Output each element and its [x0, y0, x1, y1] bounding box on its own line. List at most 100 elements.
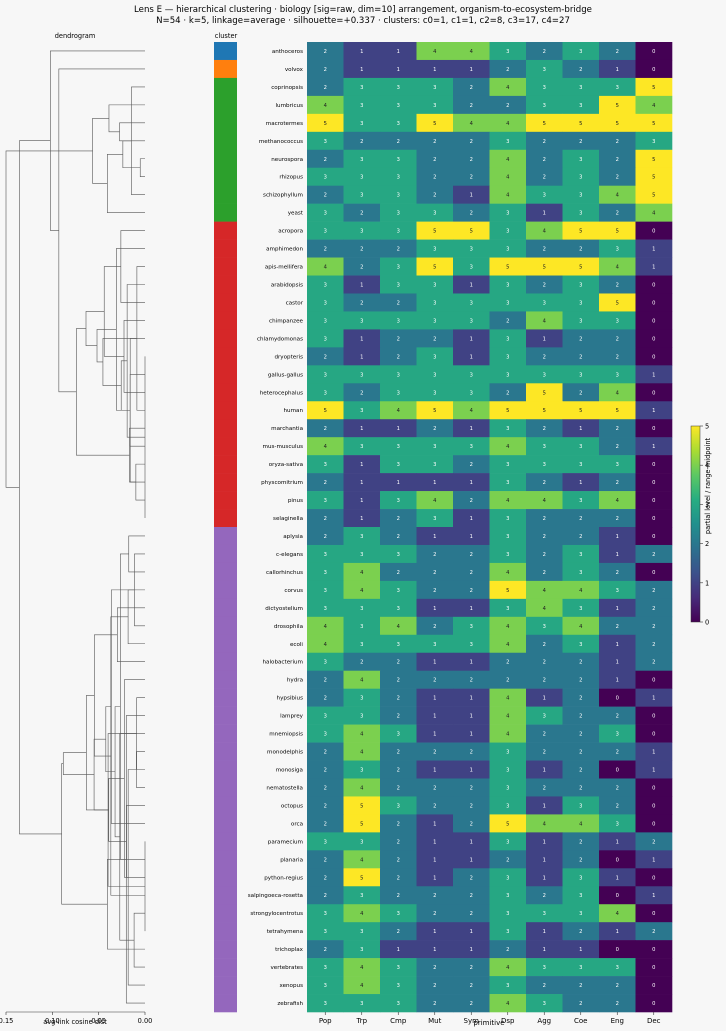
row-label: amphimedon [266, 247, 303, 253]
heatmap-cell [453, 562, 490, 582]
row-label: marchantia [271, 426, 303, 432]
heatmap-cell-value: 2 [543, 570, 546, 576]
cluster-strip-cell [214, 42, 237, 61]
heatmap-cell [562, 221, 600, 240]
heatmap-cell-value: 3 [616, 732, 619, 738]
row-label: trichoplax [275, 947, 304, 953]
heatmap-cell [562, 203, 600, 222]
heatmap-cell [416, 149, 454, 169]
row-label: dictyostelium [265, 606, 303, 612]
heatmap-cell-value: 3 [397, 390, 400, 396]
heatmap-cell-value: 3 [360, 318, 363, 324]
dendrogram-link [96, 329, 117, 363]
heatmap-cell [635, 940, 673, 959]
heatmap-cell [416, 562, 454, 582]
heatmap-cell-value: 5 [324, 121, 327, 127]
heatmap-cell [489, 113, 527, 133]
heatmap-cell [526, 383, 563, 402]
heatmap-cell [343, 239, 381, 258]
heatmap-cell-value: 2 [470, 1001, 473, 1007]
heatmap-cell-value: 2 [397, 354, 400, 360]
heatmap-cell-value: 1 [652, 372, 655, 378]
heatmap-cell [307, 113, 344, 133]
heatmap-cell-value: 3 [543, 462, 546, 468]
cluster-strip-cell [214, 59, 237, 79]
heatmap-cell-value: 2 [543, 642, 546, 648]
heatmap-cell [635, 42, 673, 61]
heatmap-cell-value: 4 [397, 624, 401, 630]
dendrogram-link [62, 752, 95, 775]
x-tick-label: Coe [574, 1017, 587, 1025]
heatmap-cell [489, 383, 527, 402]
heatmap-cell-value: 4 [579, 624, 583, 630]
row-label: schizophyllum [263, 193, 303, 199]
heatmap-cell-value: 1 [616, 552, 619, 558]
heatmap-cell [307, 149, 344, 169]
heatmap-cell-value: 4 [470, 49, 474, 55]
heatmap-cell [453, 491, 490, 510]
heatmap-cell-value: 2 [360, 265, 363, 271]
heatmap-cell-value: 5 [433, 229, 436, 235]
row-label: c-elegans [276, 552, 303, 558]
heatmap-cell-value: 2 [616, 480, 619, 486]
heatmap-cell-value: 3 [397, 588, 400, 594]
heatmap-cell [562, 59, 600, 79]
heatmap-cell-value: 3 [579, 85, 582, 91]
heatmap-cell-value: 1 [433, 480, 436, 486]
cluster-strip-cell [214, 239, 237, 258]
heatmap-cell-value: 2 [543, 678, 546, 684]
heatmap-cell [380, 491, 417, 510]
heatmap-cell [307, 455, 344, 474]
heatmap-cell-value: 4 [506, 193, 510, 199]
heatmap-cell [599, 742, 636, 761]
heatmap-cell [453, 886, 490, 905]
heatmap-cell-value: 3 [470, 247, 473, 253]
heatmap-cell [562, 113, 600, 133]
heatmap-cell-value: 5 [543, 408, 546, 414]
heatmap-cell [343, 527, 381, 546]
heatmap-cell-value: 0 [652, 480, 655, 486]
heatmap-cell-value: 4 [616, 911, 620, 917]
heatmap-cell-value: 3 [397, 1001, 400, 1007]
row-label: acropora [278, 229, 303, 235]
heatmap-cell-value: 2 [543, 175, 546, 181]
heatmap-cell-value: 2 [506, 67, 509, 73]
dendrogram-x-tick-label: 0.05 [91, 1017, 106, 1025]
heatmap-cell [453, 634, 490, 654]
heatmap-cell-value: 3 [652, 139, 655, 145]
heatmap-cell [635, 527, 673, 546]
heatmap-cell-value: 2 [433, 893, 436, 899]
heatmap-cell-value: 3 [397, 193, 400, 199]
heatmap-cell-value: 1 [652, 265, 655, 271]
heatmap-cell-value: 1 [433, 660, 436, 666]
heatmap-cell-value: 1 [652, 857, 655, 863]
heatmap-cell [599, 652, 636, 672]
heatmap-cell [380, 419, 417, 438]
heatmap-cell [599, 491, 636, 510]
heatmap-cell-value: 3 [397, 121, 400, 127]
heatmap-cell-value: 3 [579, 498, 582, 504]
heatmap-cell [307, 958, 344, 977]
cluster-strip-cell [214, 976, 237, 995]
heatmap-cell [343, 976, 381, 995]
heatmap-cell [453, 796, 490, 815]
heatmap-cell [380, 796, 417, 815]
cluster-strip-cell [214, 580, 237, 600]
heatmap-cell [453, 598, 490, 618]
heatmap-cell [489, 185, 527, 204]
cluster-strip-cell [214, 778, 237, 797]
heatmap-cell [562, 544, 600, 564]
heatmap-cell [599, 796, 636, 815]
heatmap-cell [526, 239, 563, 258]
heatmap-cell-value: 2 [324, 696, 327, 702]
heatmap-cells [307, 42, 673, 1013]
heatmap-cell-value: 1 [579, 947, 582, 953]
row-label: halobacterium [263, 660, 304, 666]
heatmap-cell [416, 976, 454, 995]
heatmap-cell [453, 401, 490, 420]
heatmap-cell-value: 4 [360, 678, 364, 684]
heatmap-cell [489, 473, 527, 492]
heatmap-cell-value: 3 [543, 1001, 546, 1007]
heatmap-cell [416, 688, 454, 707]
heatmap-cell [599, 149, 636, 169]
